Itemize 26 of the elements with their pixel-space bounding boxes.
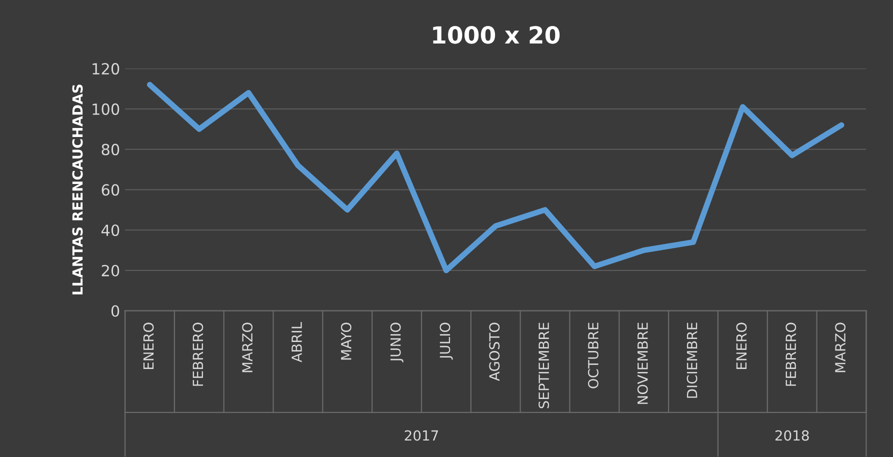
y-tick-label: 60 — [102, 184, 120, 196]
x-tick-label: MAYO — [340, 322, 352, 360]
y-tick-label: 100 — [92, 103, 120, 115]
x-tick-label: FEBRERO — [192, 322, 204, 386]
x-tick-label: MARZO — [835, 322, 846, 372]
x-tick-label: NOVIEMBRE — [637, 322, 648, 404]
y-tick-label: 120 — [92, 63, 120, 75]
x-tick-label: JULIO — [440, 322, 453, 360]
x-tick-label: ENERO — [143, 322, 154, 370]
x-tick-label: AGOSTO — [489, 322, 500, 381]
x-tick-label: SEPTIEMBRE — [538, 322, 550, 408]
y-tick-label: 20 — [102, 264, 120, 276]
y-tick-label: 40 — [101, 224, 120, 236]
y-tick-label: 0 — [111, 305, 120, 317]
text: 2018 — [775, 430, 809, 441]
y-tick-label: 80 — [102, 144, 120, 156]
chart-title: 1000 x 20 — [433, 26, 560, 44]
x-tick-label: ENERO — [736, 322, 747, 370]
text: 2017 — [404, 430, 438, 441]
x-tick-label: FEBRERO — [786, 322, 796, 386]
x-tick-label: DICIEMBRE — [686, 322, 698, 398]
y-axis-title: LLANTAS REENCAUCHADAS — [72, 84, 83, 294]
x-tick-label: JUNIO — [390, 322, 404, 362]
x-tick-label: ABRIL — [292, 322, 302, 362]
x-tick-label: OCTUBRE — [588, 322, 598, 388]
x-tick-label: MARZO — [242, 322, 253, 372]
